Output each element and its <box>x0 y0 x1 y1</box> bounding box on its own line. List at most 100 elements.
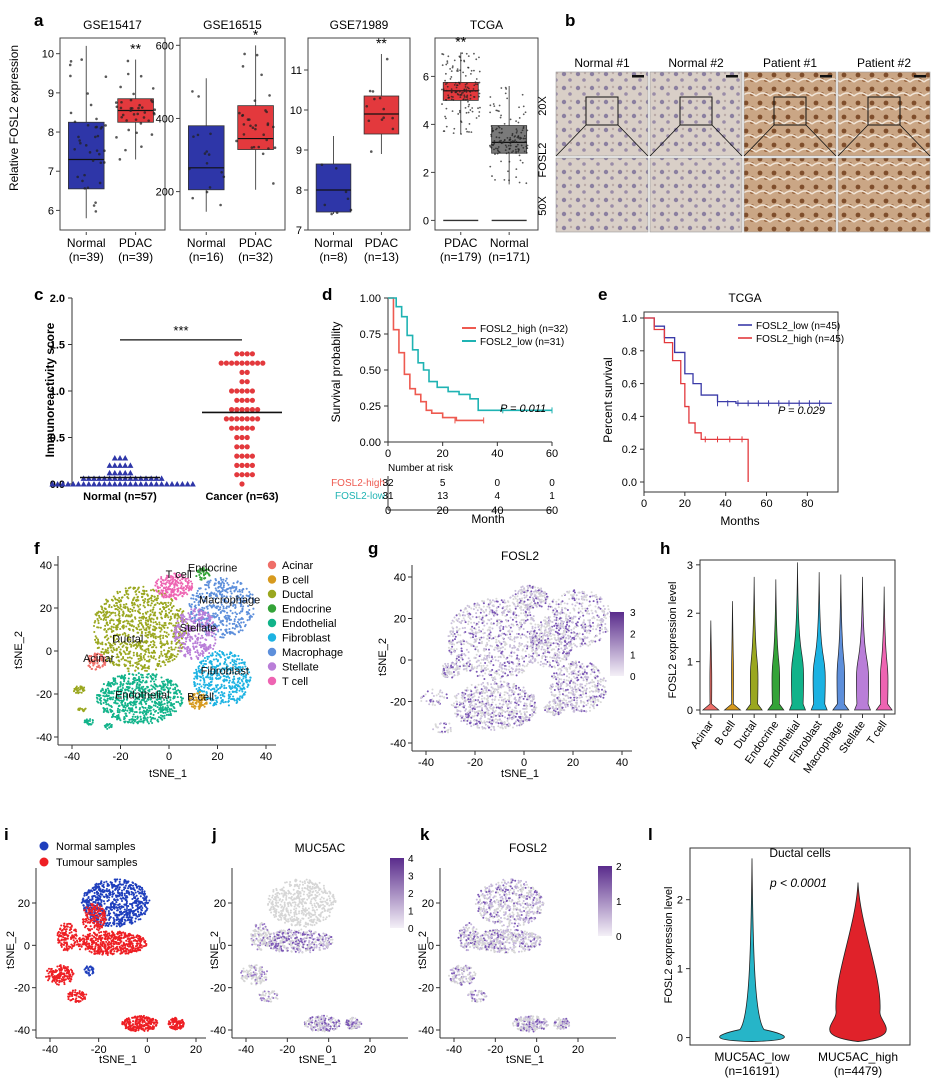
cell-point <box>115 607 118 611</box>
zoom-line <box>743 124 775 157</box>
data-point <box>457 113 460 115</box>
cell-point <box>120 701 124 704</box>
data-point <box>523 150 526 153</box>
cell-point <box>450 622 453 625</box>
cell-point <box>464 654 467 657</box>
cell-point <box>138 678 141 681</box>
normal-point <box>111 481 118 487</box>
data-point <box>139 74 143 78</box>
y-tick-label: 600 <box>156 40 174 52</box>
cell-point <box>159 608 162 611</box>
cell-point <box>476 604 478 607</box>
data-point <box>453 127 456 130</box>
cell-point <box>523 622 526 625</box>
cell-point <box>144 611 147 614</box>
zoom-line <box>711 124 743 157</box>
zoom-box <box>773 96 807 126</box>
cell-point <box>148 615 151 618</box>
cell-point <box>486 605 489 608</box>
cell-point <box>247 684 250 687</box>
cell-point <box>190 586 194 589</box>
cell-point <box>217 624 220 627</box>
cell-point <box>175 700 178 704</box>
cell-point <box>198 611 201 614</box>
cell-point <box>128 656 131 659</box>
cell-point <box>164 609 167 613</box>
cell-point <box>464 631 467 633</box>
cell-point <box>159 591 162 594</box>
cell-point <box>496 620 499 623</box>
cell-point <box>227 697 230 700</box>
cell-point <box>503 609 506 612</box>
cell-point <box>172 624 175 627</box>
cell-point <box>214 587 217 590</box>
cell-point <box>499 603 502 606</box>
cell-point <box>513 640 516 643</box>
cell-point <box>465 648 468 651</box>
panel-label-h: h <box>660 539 670 558</box>
cell-point <box>475 670 478 673</box>
risk-x-tick: 40 <box>491 505 503 517</box>
cell-point <box>172 605 175 608</box>
cell-point <box>531 657 534 660</box>
data-point <box>124 148 127 152</box>
cell-point <box>125 619 128 622</box>
cell-point <box>149 675 152 678</box>
cell-point <box>148 597 151 600</box>
data-point <box>489 96 492 98</box>
cell-point <box>121 633 124 636</box>
cell-point <box>94 619 97 623</box>
cell-point <box>199 637 202 640</box>
cell-point <box>472 633 475 636</box>
cell-point <box>117 713 120 717</box>
cell-point <box>233 622 236 625</box>
cell-point <box>176 624 179 627</box>
cell-point <box>486 664 489 667</box>
cell-point <box>150 677 153 680</box>
cell-point <box>497 659 500 662</box>
cell-point <box>516 636 518 639</box>
cell-point <box>97 701 100 704</box>
cell-point <box>164 624 167 627</box>
cell-point <box>142 706 145 709</box>
cell-point <box>509 626 512 629</box>
cell-point <box>174 646 177 649</box>
cell-point <box>79 685 82 688</box>
cell-point <box>169 610 172 613</box>
cell-point <box>126 656 129 659</box>
cell-point <box>161 718 164 721</box>
cell-point <box>144 653 147 656</box>
data-point <box>521 129 524 132</box>
data-point <box>473 52 475 55</box>
cell-point <box>196 674 199 678</box>
cell-point <box>234 611 237 614</box>
data-point <box>464 86 467 88</box>
legend-label: B cell <box>282 575 309 587</box>
data-point <box>503 178 506 181</box>
cell-point <box>151 594 154 598</box>
cell-point <box>220 691 223 694</box>
data-point <box>471 110 474 113</box>
normal-point <box>127 462 134 468</box>
risk-value: 31 <box>382 491 394 502</box>
cell-point <box>464 626 466 629</box>
cell-point <box>75 691 78 694</box>
cell-point <box>153 680 156 683</box>
cell-point <box>207 580 211 583</box>
cell-point <box>143 658 146 661</box>
cell-point <box>163 630 166 633</box>
data-point <box>490 146 493 149</box>
cell-point <box>162 711 165 714</box>
cell-point <box>127 670 130 673</box>
cell-point <box>527 645 530 648</box>
normal-point <box>70 481 77 487</box>
cell-point <box>223 695 226 698</box>
data-point <box>501 131 504 134</box>
cell-point <box>499 677 502 680</box>
cell-point <box>102 614 105 617</box>
cell-point <box>169 691 172 694</box>
cell-point <box>161 644 164 647</box>
cell-point <box>233 620 236 623</box>
cell-point <box>211 652 214 655</box>
cell-point <box>206 607 209 610</box>
